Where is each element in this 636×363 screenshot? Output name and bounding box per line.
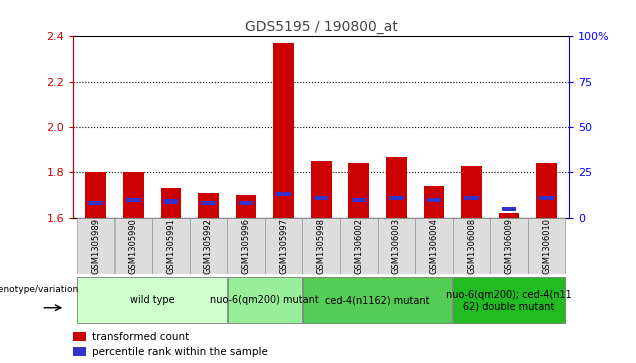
FancyBboxPatch shape (340, 219, 378, 273)
FancyBboxPatch shape (77, 219, 114, 273)
Bar (123, 172, 144, 218)
FancyBboxPatch shape (114, 219, 152, 273)
Bar (277, 192, 291, 196)
FancyBboxPatch shape (378, 219, 415, 273)
Bar (163, 199, 178, 204)
FancyBboxPatch shape (78, 277, 227, 323)
Text: GSM1305989: GSM1305989 (91, 218, 100, 274)
Bar (238, 201, 253, 205)
Bar (539, 196, 554, 200)
Text: transformed count: transformed count (92, 332, 189, 342)
FancyBboxPatch shape (528, 219, 565, 273)
Bar (536, 163, 557, 218)
FancyBboxPatch shape (303, 277, 452, 323)
Bar (160, 188, 181, 218)
Text: GSM1305998: GSM1305998 (317, 218, 326, 274)
Text: GSM1306003: GSM1306003 (392, 218, 401, 274)
Bar (201, 201, 216, 205)
FancyBboxPatch shape (453, 277, 565, 323)
Bar (73, 332, 86, 341)
Bar (386, 156, 406, 218)
Title: GDS5195 / 190800_at: GDS5195 / 190800_at (245, 20, 398, 34)
FancyBboxPatch shape (190, 219, 227, 273)
Bar (126, 197, 141, 202)
FancyBboxPatch shape (490, 219, 528, 273)
Text: GSM1306002: GSM1306002 (354, 218, 363, 274)
Text: GSM1306010: GSM1306010 (542, 218, 551, 274)
Text: nuo-6(qm200); ced-4(n11
62) double mutant: nuo-6(qm200); ced-4(n11 62) double mutan… (446, 290, 572, 311)
Bar (73, 347, 86, 356)
Bar (499, 213, 520, 218)
Bar (198, 193, 219, 218)
Bar (311, 161, 331, 218)
Bar (427, 197, 441, 202)
FancyBboxPatch shape (415, 219, 453, 273)
Bar (502, 207, 516, 211)
Text: percentile rank within the sample: percentile rank within the sample (92, 347, 268, 356)
Text: wild type: wild type (130, 295, 174, 305)
FancyBboxPatch shape (453, 219, 490, 273)
Text: GSM1306009: GSM1306009 (504, 218, 514, 274)
Bar (85, 172, 106, 218)
FancyBboxPatch shape (152, 219, 190, 273)
Text: GSM1305997: GSM1305997 (279, 218, 288, 274)
Bar (389, 196, 404, 200)
FancyBboxPatch shape (265, 219, 302, 273)
Text: GSM1306008: GSM1306008 (467, 218, 476, 274)
Bar (349, 163, 369, 218)
Text: GSM1305992: GSM1305992 (204, 218, 213, 274)
Bar (314, 196, 328, 200)
Text: GSM1305996: GSM1305996 (242, 218, 251, 274)
Text: nuo-6(qm200) mutant: nuo-6(qm200) mutant (211, 295, 319, 305)
Bar (424, 186, 445, 218)
Text: GSM1306004: GSM1306004 (429, 218, 438, 274)
Text: genotype/variation: genotype/variation (0, 285, 79, 294)
FancyBboxPatch shape (303, 219, 340, 273)
FancyBboxPatch shape (227, 219, 265, 273)
Bar (88, 201, 103, 205)
Text: GSM1305991: GSM1305991 (167, 218, 176, 274)
Bar (461, 166, 482, 218)
Bar (464, 196, 479, 200)
Text: GSM1305990: GSM1305990 (128, 218, 138, 274)
FancyBboxPatch shape (228, 277, 302, 323)
Text: ced-4(n1162) mutant: ced-4(n1162) mutant (325, 295, 430, 305)
Bar (236, 195, 256, 218)
Bar (273, 43, 294, 218)
Bar (352, 197, 366, 202)
